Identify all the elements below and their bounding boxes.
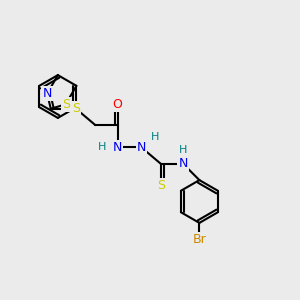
Text: N: N xyxy=(178,157,188,170)
Text: S: S xyxy=(72,102,80,115)
Text: S: S xyxy=(157,179,165,192)
Text: N: N xyxy=(113,141,122,154)
Text: H: H xyxy=(98,142,106,152)
Text: H: H xyxy=(151,132,159,142)
Text: N: N xyxy=(43,87,52,100)
Text: O: O xyxy=(113,98,123,111)
Text: N: N xyxy=(137,141,146,154)
Text: Br: Br xyxy=(193,233,206,246)
Text: S: S xyxy=(62,98,70,111)
Text: H: H xyxy=(179,146,187,155)
